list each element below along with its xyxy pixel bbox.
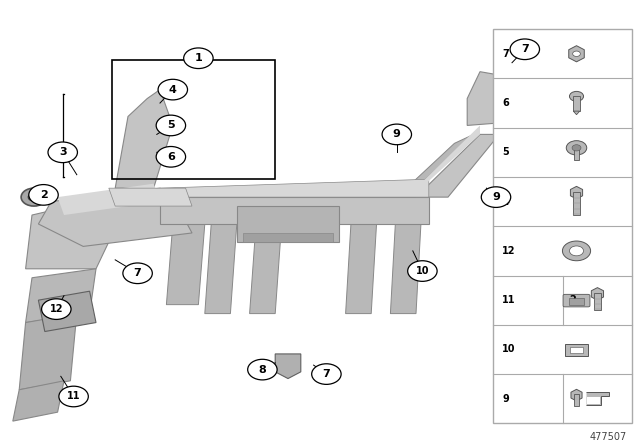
Polygon shape (160, 179, 429, 197)
Text: 9: 9 (393, 129, 401, 139)
Circle shape (29, 185, 58, 205)
Text: 7: 7 (134, 268, 141, 278)
Text: 1: 1 (195, 53, 202, 63)
Polygon shape (571, 389, 582, 401)
Text: 12: 12 (502, 246, 516, 256)
Circle shape (570, 91, 584, 101)
Bar (595, 293, 600, 310)
Polygon shape (26, 269, 96, 323)
Bar (565, 344, 588, 356)
Polygon shape (416, 134, 499, 197)
Text: 4: 4 (502, 197, 509, 207)
Text: 5: 5 (167, 121, 175, 130)
Polygon shape (115, 90, 173, 188)
Text: 2: 2 (40, 190, 47, 200)
Polygon shape (569, 46, 584, 62)
Polygon shape (160, 197, 429, 224)
FancyBboxPatch shape (563, 294, 590, 307)
Circle shape (123, 263, 152, 284)
Circle shape (156, 146, 186, 167)
Circle shape (59, 386, 88, 407)
Circle shape (382, 124, 412, 145)
Circle shape (408, 261, 437, 281)
Circle shape (481, 187, 511, 207)
Polygon shape (58, 184, 160, 215)
Polygon shape (573, 111, 580, 115)
Text: 7: 7 (323, 369, 330, 379)
Circle shape (510, 39, 540, 60)
Polygon shape (570, 186, 582, 199)
Circle shape (572, 145, 581, 151)
Text: 11: 11 (502, 295, 516, 305)
Circle shape (158, 79, 188, 100)
Polygon shape (467, 72, 531, 125)
Polygon shape (390, 197, 422, 314)
Text: 10: 10 (415, 266, 429, 276)
Text: 477507: 477507 (590, 432, 627, 442)
Text: 8: 8 (259, 365, 266, 375)
Polygon shape (13, 381, 64, 421)
Polygon shape (397, 134, 474, 197)
Polygon shape (506, 36, 538, 67)
Bar (574, 394, 579, 406)
Polygon shape (26, 202, 109, 269)
Text: 6: 6 (502, 98, 509, 108)
Polygon shape (38, 291, 96, 332)
Circle shape (48, 142, 77, 163)
Circle shape (156, 115, 186, 136)
Text: 5: 5 (502, 147, 509, 157)
Polygon shape (19, 314, 77, 390)
Bar (112, 60, 275, 179)
Polygon shape (591, 288, 604, 300)
Text: 6: 6 (167, 152, 175, 162)
Polygon shape (416, 125, 480, 193)
Circle shape (42, 299, 71, 319)
Circle shape (184, 48, 213, 69)
Text: 7: 7 (521, 44, 529, 54)
Circle shape (248, 359, 277, 380)
Polygon shape (38, 188, 192, 246)
Circle shape (573, 51, 580, 56)
Bar (574, 147, 579, 160)
Text: 4: 4 (169, 85, 177, 95)
Bar (573, 192, 580, 215)
Bar (493, 29, 632, 423)
Circle shape (21, 188, 47, 206)
Bar (243, 233, 333, 242)
Bar (569, 298, 584, 305)
Text: 2: 2 (569, 295, 576, 305)
Text: 12: 12 (49, 304, 63, 314)
Polygon shape (586, 392, 609, 405)
Polygon shape (346, 206, 378, 314)
Polygon shape (109, 188, 192, 206)
Text: 11: 11 (67, 392, 81, 401)
Polygon shape (499, 67, 531, 108)
Circle shape (563, 241, 591, 261)
Bar (570, 347, 583, 353)
Text: 7: 7 (502, 49, 509, 59)
Circle shape (570, 246, 584, 256)
Text: 9: 9 (502, 394, 509, 404)
Bar (573, 96, 580, 111)
Polygon shape (166, 224, 205, 305)
Circle shape (566, 141, 587, 155)
Polygon shape (275, 354, 301, 379)
Text: 3: 3 (59, 147, 67, 157)
Text: 10: 10 (502, 345, 516, 354)
Polygon shape (237, 206, 339, 242)
Circle shape (28, 193, 40, 201)
Text: 9: 9 (492, 192, 500, 202)
Polygon shape (250, 224, 282, 314)
Polygon shape (205, 224, 237, 314)
Circle shape (312, 364, 341, 384)
Polygon shape (588, 397, 600, 404)
